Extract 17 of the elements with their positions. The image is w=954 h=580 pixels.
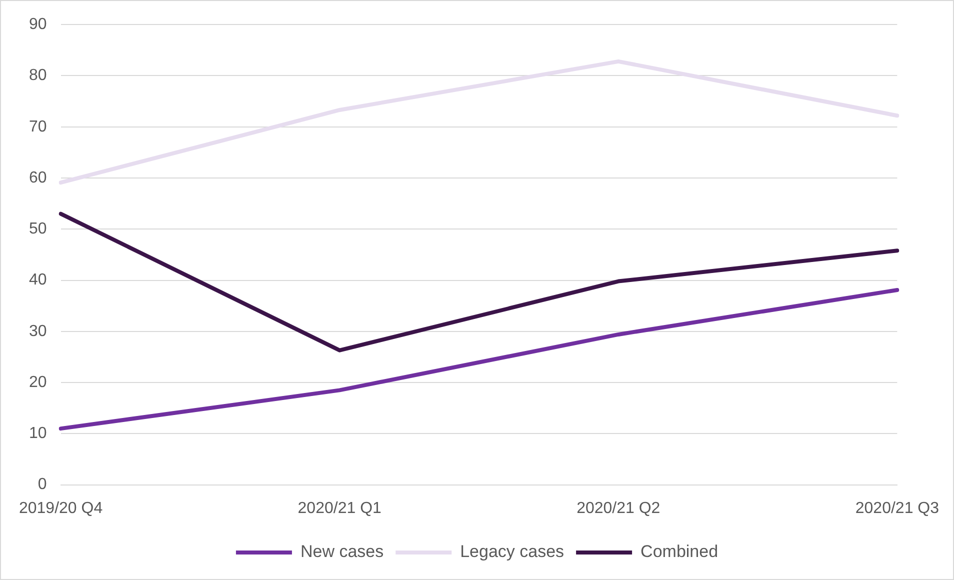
x-tick-label: 2019/20 Q4 — [18, 500, 103, 517]
x-tick-label: 2020/21 Q2 — [576, 500, 660, 517]
y-tick-label: 90 — [29, 16, 47, 34]
legend-label: Legacy cases — [460, 542, 564, 562]
x-tick-label: 2020/21 Q1 — [298, 500, 382, 517]
y-tick-label: 30 — [29, 322, 47, 340]
y-tick-label: 50 — [29, 220, 47, 238]
y-tick-label: 60 — [29, 169, 47, 186]
y-tick-label: 80 — [29, 67, 47, 84]
legend-label: Combined — [640, 542, 718, 562]
y-tick-label: 70 — [29, 118, 47, 136]
y-tick-label: 20 — [29, 374, 47, 391]
y-tick-label: 40 — [29, 272, 47, 289]
y-tick-label: 0 — [38, 476, 47, 494]
x-tick-label: 2020/21 Q3 — [855, 500, 940, 517]
legend-label: New cases — [300, 542, 384, 562]
y-tick-label: 10 — [29, 425, 47, 442]
